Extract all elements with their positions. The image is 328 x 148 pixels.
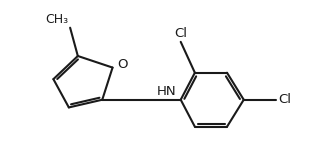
Text: HN: HN (156, 85, 176, 98)
Text: Cl: Cl (278, 93, 291, 106)
Text: Cl: Cl (174, 27, 187, 40)
Text: CH₃: CH₃ (45, 13, 68, 26)
Text: O: O (117, 58, 128, 71)
